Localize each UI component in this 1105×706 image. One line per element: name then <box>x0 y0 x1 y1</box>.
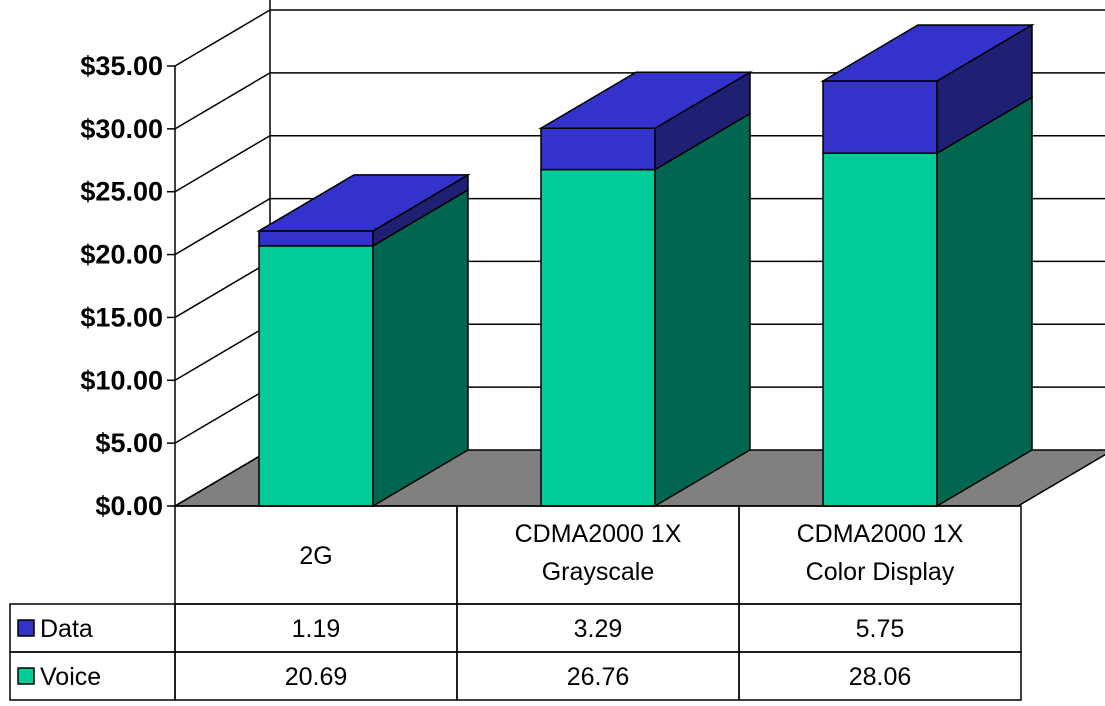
gridline-side <box>174 72 271 130</box>
y-tick-label: $5.00 <box>95 428 163 458</box>
data-value-voice: 26.76 <box>567 663 630 691</box>
bar-top-face <box>820 24 1035 82</box>
bars-layer <box>256 23 1035 508</box>
data-table: 2G CDMA2000 1X Grayscale CDMA2000 1X Color D… <box>9 505 1022 701</box>
y-tick-label: $30.00 <box>80 114 163 144</box>
legend-label: Voice <box>40 663 101 691</box>
bar-voice-front <box>540 168 656 507</box>
category-label: CDMA2000 1X <box>515 520 682 548</box>
y-tick-label: $10.00 <box>80 365 163 395</box>
y-tick-label: $20.00 <box>80 240 163 270</box>
bar-voice-front <box>258 245 374 507</box>
data-value-voice: 28.06 <box>849 663 912 691</box>
side-wall-bottom <box>174 449 271 507</box>
bar-data-front <box>258 230 374 247</box>
bar-voice-front <box>822 152 938 507</box>
gridline-side <box>174 323 271 381</box>
category-label: Color Display <box>806 558 955 586</box>
category-label: Grayscale <box>542 558 655 586</box>
gridline-side <box>174 260 271 319</box>
gridline-side <box>174 386 271 444</box>
gridline-side <box>174 9 271 67</box>
table-cell <box>738 651 1022 701</box>
gridline-side <box>174 135 271 193</box>
bar-data-front <box>822 80 938 154</box>
data-value-data: 1.19 <box>292 615 341 643</box>
data-value-voice: 20.69 <box>285 663 348 691</box>
bar-voice-side <box>654 112 751 508</box>
y-tick-label: $35.00 <box>80 51 163 81</box>
y-tick-label: $15.00 <box>80 302 163 332</box>
data-value-data: 3.29 <box>574 615 623 643</box>
legend-label: Data <box>40 615 93 643</box>
y-axis-ticks: $0.00 $5.00 $10.00 $15.00 $20.00 $25.00 $30.00… <box>80 51 175 521</box>
y-tick-label: $25.00 <box>80 177 163 207</box>
legend-swatch-data <box>17 619 35 637</box>
y-tick-label: $0.00 <box>95 491 163 521</box>
gridline-side <box>174 197 271 256</box>
bar-top-face <box>538 71 753 129</box>
bar-top-face <box>256 174 471 232</box>
category-label: CDMA2000 1X <box>797 520 964 548</box>
bar-voice-side <box>936 95 1033 508</box>
legend-swatch-voice <box>17 667 35 685</box>
category-label: 2G <box>299 542 332 570</box>
data-value-data: 5.75 <box>856 615 905 643</box>
bar-data-front <box>540 127 656 171</box>
